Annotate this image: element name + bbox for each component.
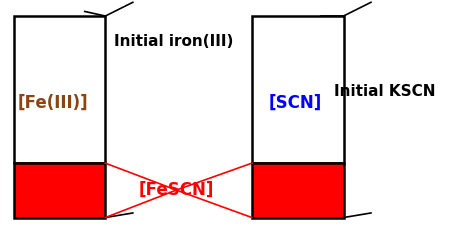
Text: [SCN]: [SCN] <box>269 94 322 112</box>
Text: Initial KSCN: Initial KSCN <box>334 84 436 99</box>
Text: [FeSCN]: [FeSCN] <box>139 181 214 199</box>
Bar <box>252 16 344 163</box>
Bar <box>14 16 105 163</box>
Bar <box>14 163 105 218</box>
Text: Initial iron(III): Initial iron(III) <box>114 34 234 49</box>
Bar <box>252 163 344 218</box>
Text: [Fe(III)]: [Fe(III)] <box>17 94 88 112</box>
